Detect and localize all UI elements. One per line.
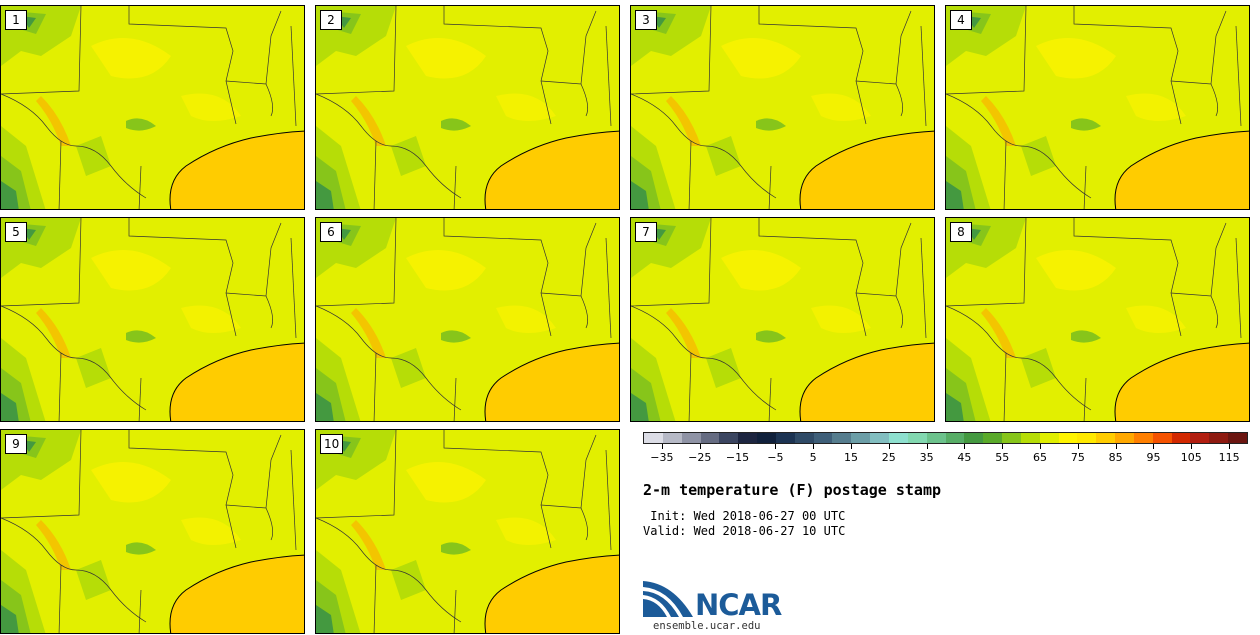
colorbar-tick-label: 115 (1218, 451, 1240, 464)
colorbar-cell (945, 433, 965, 443)
logo-url: ensemble.ucar.edu (653, 620, 761, 632)
colorbar-tick-label: 75 (1070, 451, 1085, 464)
colorbar-tick-label: 85 (1108, 451, 1123, 464)
colorbar-cell (851, 433, 871, 443)
member-map-panel: 9 (0, 429, 305, 634)
colorbar-cell (1171, 433, 1191, 443)
colorbar-tick-label: 65 (1033, 451, 1048, 464)
colorbar-cell (1077, 433, 1097, 443)
colorbar-tick (1115, 444, 1117, 449)
colorbar-cell (644, 433, 663, 443)
valid-time: Valid: Wed 2018-06-27 10 UTC (643, 524, 846, 538)
member-map-panel: 1 (0, 5, 305, 210)
member-map-panel: 10 (315, 429, 620, 634)
colorbar-cell (794, 433, 814, 443)
colorbar-cell (681, 433, 701, 443)
colorbar-tick (661, 444, 663, 449)
member-map-panel: 4 (945, 5, 1250, 210)
colorbar-tick-label: 15 (843, 451, 858, 464)
colorbar-cell (1039, 433, 1059, 443)
colorbar-tick-label: −15 (725, 451, 750, 464)
colorbar-cell (1115, 433, 1134, 443)
member-number-label: 1 (5, 10, 27, 30)
ncar-logo-icon (643, 581, 693, 617)
member-number-label: 3 (635, 10, 657, 30)
member-map-panel: 8 (945, 217, 1250, 422)
colorbar-tick (813, 444, 815, 449)
colorbar-cell (1228, 433, 1247, 443)
colorbar-tick-label: 45 (957, 451, 972, 464)
colorbar-cell (832, 433, 852, 443)
member-map-panel: 2 (315, 5, 620, 210)
member-map-panel: 6 (315, 217, 620, 422)
colorbar-tick-labels: −35 −25 −15 −5 5 15 25 35 45 55 65 75 85 95 105 115 (643, 444, 1248, 464)
colorbar-tick-label: 5 (809, 451, 817, 464)
colorbar-cell (1133, 433, 1153, 443)
colorbar-tick-label: −25 (688, 451, 712, 464)
colorbar-tick (1153, 444, 1155, 449)
logo-text: NCAR (695, 588, 782, 622)
member-number-label: 8 (950, 222, 972, 242)
colorbar-tick (850, 444, 852, 449)
colorbar-tick (888, 444, 890, 449)
colorbar-tick (737, 444, 739, 449)
member-number-label: 6 (320, 222, 342, 242)
colorbar-tick (964, 444, 966, 449)
colorbar-cell (1152, 433, 1172, 443)
colorbar-cell (983, 433, 1003, 443)
colorbar-cell (1002, 433, 1021, 443)
colorbar-cell (1209, 433, 1229, 443)
member-number-label: 5 (5, 222, 27, 242)
colorbar-tick (1077, 444, 1079, 449)
colorbar-cell (870, 433, 889, 443)
init-time: Init: Wed 2018-06-27 00 UTC (643, 509, 846, 523)
colorbar-cell (888, 433, 908, 443)
member-map-panel: 7 (630, 217, 935, 422)
colorbar-tick-label: 25 (881, 451, 896, 464)
colorbar-cell (907, 433, 927, 443)
colorbar-cell (1020, 433, 1040, 443)
colorbar-cell (700, 433, 720, 443)
colorbar-tick-label: −5 (767, 451, 784, 464)
colorbar-cell (719, 433, 739, 443)
member-map-panel: 3 (630, 5, 935, 210)
colorbar-tick (1040, 444, 1042, 449)
colorbar-cell (662, 433, 682, 443)
member-number-label: 4 (950, 10, 972, 30)
colorbar-tick-label: −35 (650, 451, 674, 464)
colorbar-cell (1096, 433, 1116, 443)
colorbar-tick-label: 55 (995, 451, 1010, 464)
colorbar-cell (757, 433, 776, 443)
member-number-label: 2 (320, 10, 342, 30)
colorbar-cell (926, 433, 946, 443)
colorbar-cell (964, 433, 984, 443)
colorbar-tick-label: 95 (1146, 451, 1161, 464)
page-title: 2-m temperature (F) postage stamp (643, 481, 942, 499)
member-number-label: 9 (5, 434, 27, 454)
colorbar-cell (1058, 433, 1078, 443)
colorbar-cell (813, 433, 833, 443)
colorbar-tick (1191, 444, 1193, 449)
colorbar-tick-label: 105 (1180, 451, 1202, 464)
colorbar-cell (738, 433, 758, 443)
temperature-colorbar (643, 432, 1248, 444)
colorbar-tick-label: 35 (919, 451, 934, 464)
member-number-label: 7 (635, 222, 657, 242)
colorbar-tick (1002, 444, 1004, 449)
colorbar-tick (1229, 444, 1231, 449)
colorbar-tick (926, 444, 928, 449)
member-number-label: 10 (320, 434, 344, 454)
colorbar-cell (775, 433, 795, 443)
member-map-panel: 5 (0, 217, 305, 422)
colorbar-tick (699, 444, 701, 449)
colorbar-cell (1190, 433, 1210, 443)
colorbar-tick (775, 444, 777, 449)
